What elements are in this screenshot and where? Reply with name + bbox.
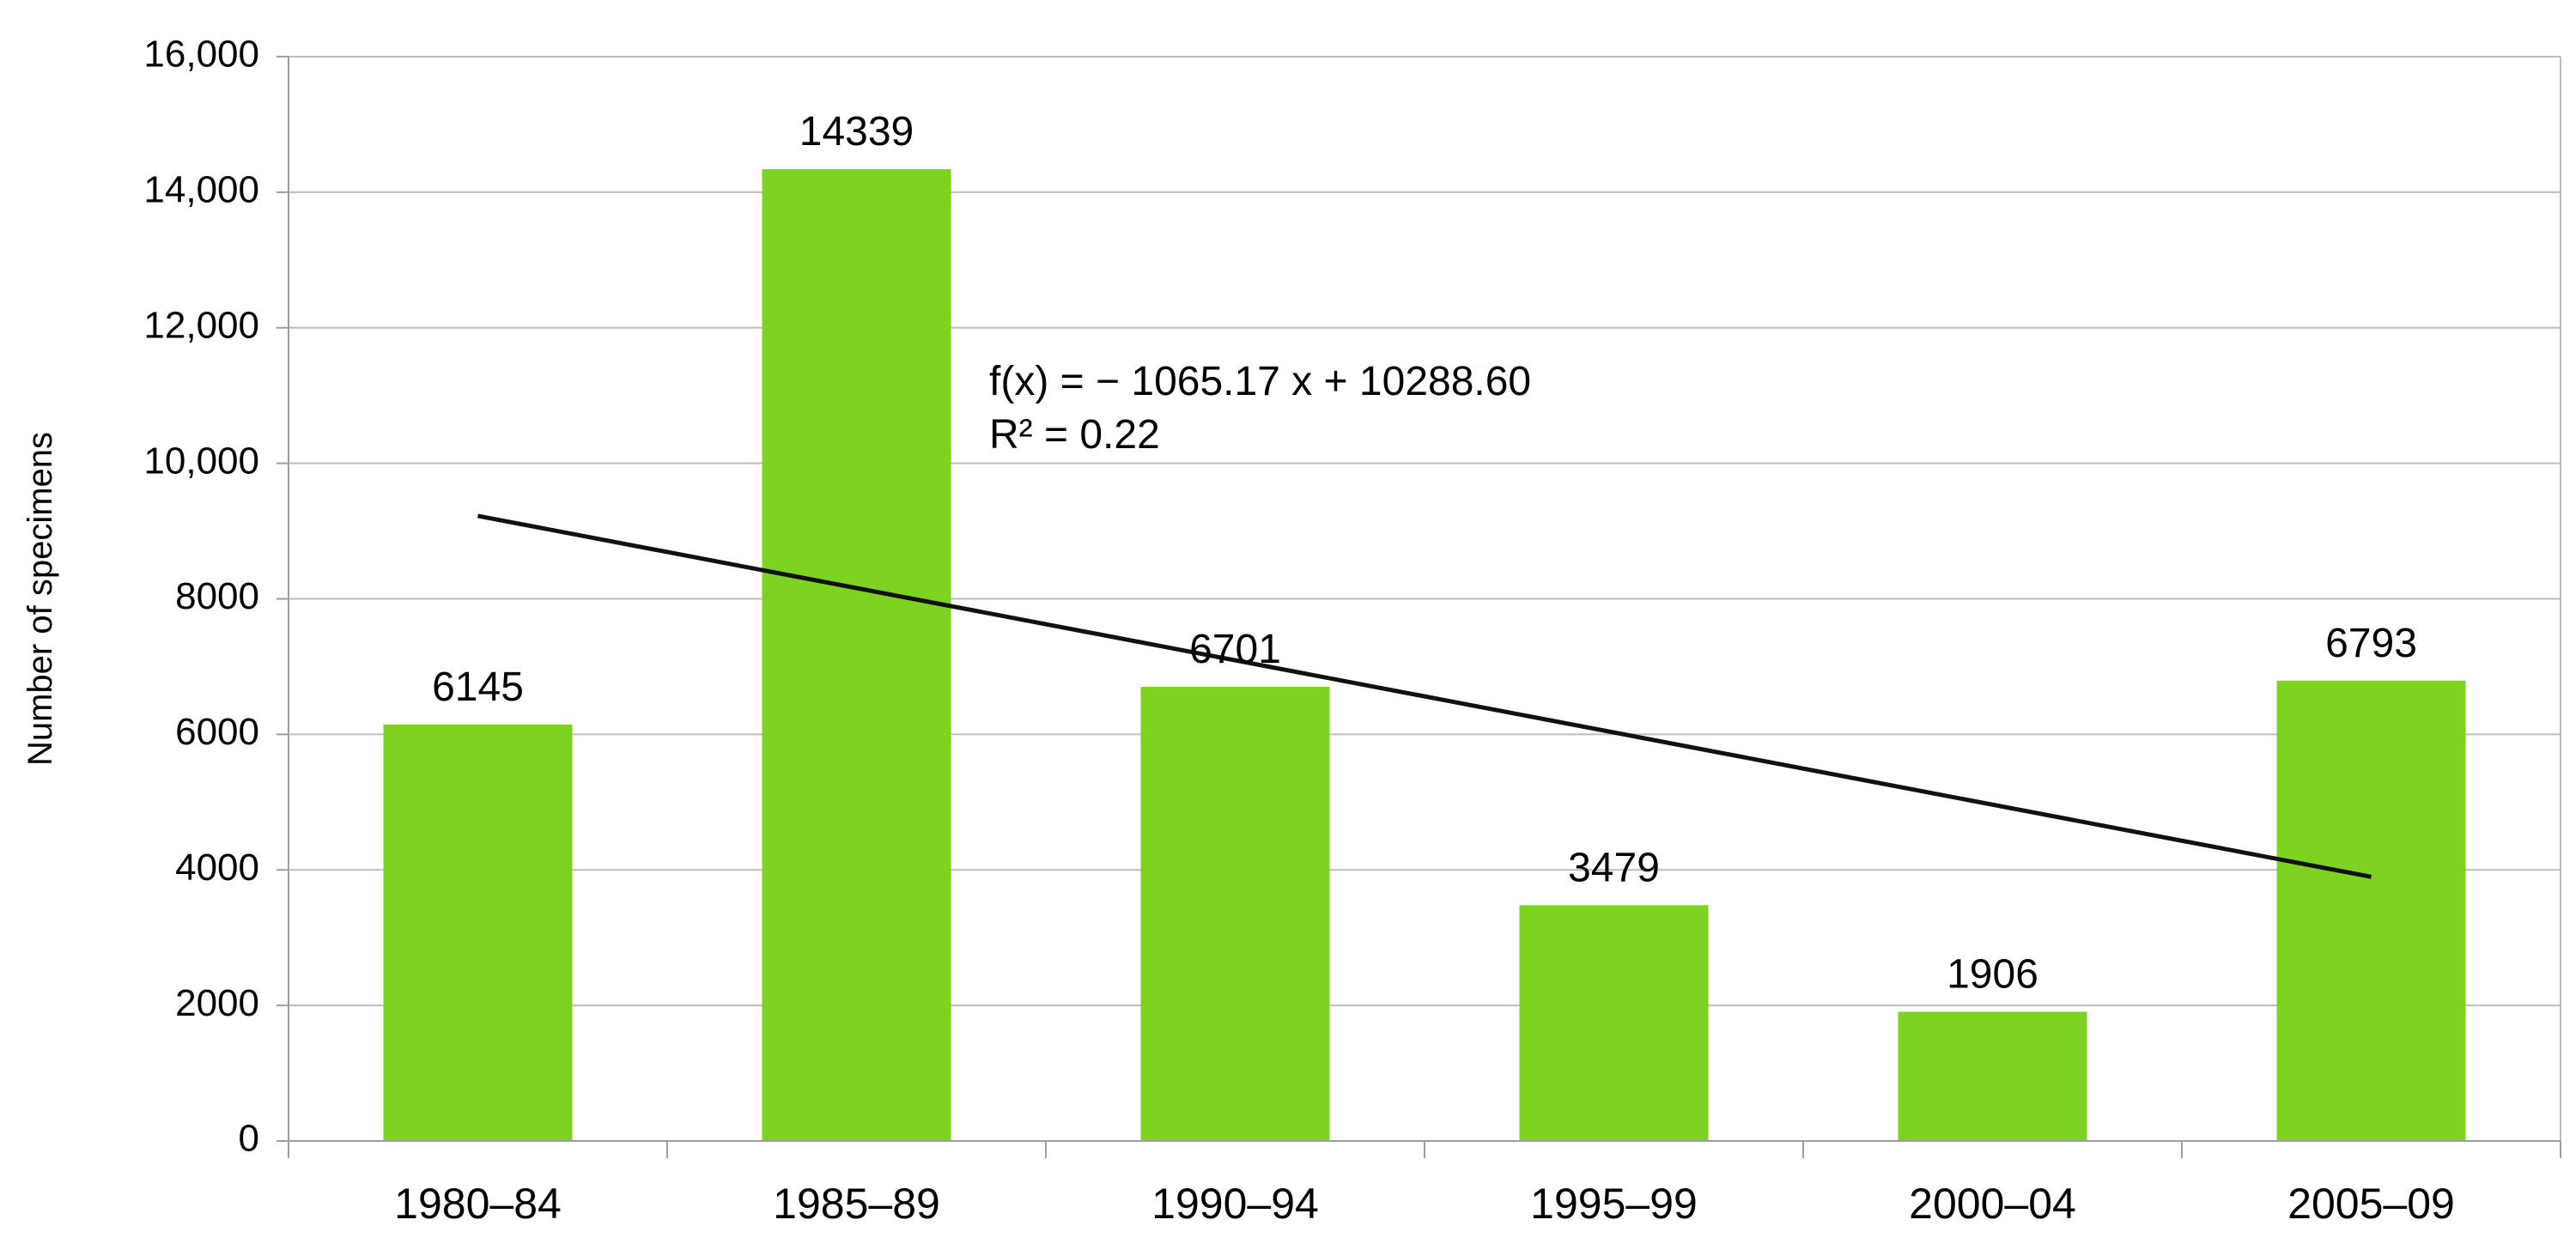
trendline-r-squared: R² = 0.22 — [989, 412, 1160, 458]
data-label: 3479 — [1568, 845, 1660, 890]
y-tick-label: 16,000 — [143, 33, 259, 76]
trendline — [477, 513, 2372, 879]
y-axis-title: Number of specimens — [21, 432, 59, 766]
axes — [276, 56, 2561, 1158]
x-tick-label: 2000–04 — [1909, 1180, 2076, 1228]
bar — [762, 169, 951, 1141]
y-tick-label: 0 — [239, 1118, 259, 1160]
gridlines — [289, 56, 2561, 1141]
bars — [383, 169, 2466, 1141]
x-tick-label: 1985–89 — [773, 1180, 940, 1228]
x-tick-label: 2005–09 — [2287, 1180, 2455, 1228]
data-label: 1906 — [1947, 952, 2038, 998]
data-label: 6701 — [1189, 627, 1281, 672]
x-tick-label: 1995–99 — [1530, 1180, 1698, 1228]
data-label: 6145 — [432, 664, 524, 710]
y-tick-label: 12,000 — [143, 304, 259, 346]
data-label: 14339 — [799, 109, 914, 155]
y-tick-label: 14,000 — [143, 169, 259, 211]
y-tick-label: 2000 — [175, 982, 259, 1024]
x-tick-label: 1990–94 — [1151, 1180, 1319, 1228]
y-tick-label: 4000 — [175, 847, 259, 889]
bar — [2276, 680, 2466, 1141]
y-tick-label: 10,000 — [143, 440, 259, 482]
trendline-equation: f(x) = − 1065.17 x + 10288.60 — [989, 359, 1531, 404]
bar — [1519, 905, 1709, 1141]
bar — [1898, 1011, 2087, 1141]
bar — [1140, 687, 1330, 1141]
trendline-group — [477, 513, 2372, 879]
bar — [383, 724, 573, 1141]
labels: 0 2000 4000 6000 8000 10,000 12,000 14,000 16,00… — [143, 33, 2454, 1228]
data-label: 6793 — [2325, 621, 2417, 666]
y-tick-label: 6000 — [175, 711, 259, 753]
y-tick-label: 8000 — [175, 575, 259, 617]
x-tick-label: 1980–84 — [394, 1180, 562, 1228]
